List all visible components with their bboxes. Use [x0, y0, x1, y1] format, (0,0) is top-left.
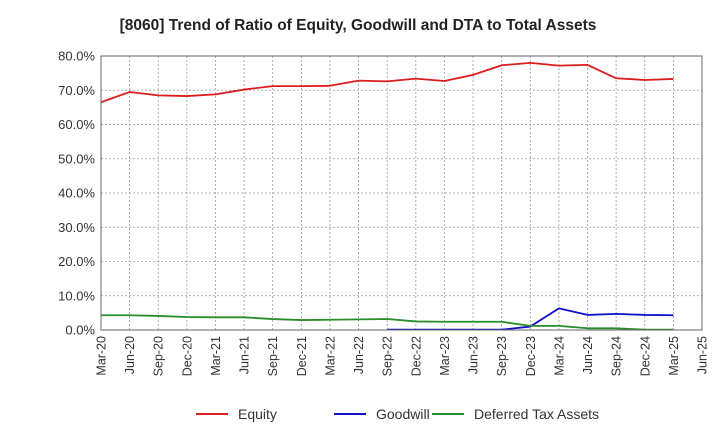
chart-title: [8060] Trend of Ratio of Equity, Goodwil… [120, 17, 597, 34]
x-tick-label: Mar-24 [552, 336, 566, 376]
y-tick-label: 30.0% [58, 220, 95, 235]
legend-label-2: Deferred Tax Assets [474, 406, 599, 422]
x-tick-label: Sep-23 [495, 336, 509, 376]
x-tick-label: Mar-21 [209, 336, 223, 376]
legend: Equity Goodwill Deferred Tax Assets [196, 406, 599, 422]
legend-label-1: Goodwill [376, 406, 430, 422]
x-tick-label: Jun-21 [238, 336, 252, 374]
y-tick-label: 80.0% [58, 49, 95, 64]
x-tick-label: Mar-23 [438, 336, 452, 376]
x-tick-label: Dec-21 [295, 336, 309, 376]
x-tick-label: Jun-24 [581, 336, 595, 374]
x-tick-label: Dec-23 [524, 336, 538, 376]
x-tick-label: Jun-23 [467, 336, 481, 374]
series-line-0 [100, 61, 674, 104]
gridlines [101, 56, 702, 330]
x-axis-tick-labels: Mar-20 Jun-20 Sep-20 Dec-20 Mar-21 Jun-21 Sep-… [95, 336, 710, 376]
y-tick-label: 10.0% [58, 288, 95, 303]
y-tick-label: 20.0% [58, 254, 95, 269]
x-tick-label: Dec-24 [638, 336, 652, 376]
legend-label-0: Equity [238, 406, 277, 422]
x-tick-label: Mar-25 [667, 336, 681, 376]
x-tick-label: Sep-20 [152, 336, 166, 376]
series-line-2 [101, 314, 674, 331]
plot-area-frame [100, 55, 703, 331]
x-tick-label: Jun-22 [352, 336, 366, 374]
y-tick-label: 0.0% [65, 323, 95, 338]
x-tick-label: Sep-24 [610, 336, 624, 376]
x-tick-label: Mar-22 [323, 336, 337, 376]
x-tick-label: Dec-22 [409, 336, 423, 376]
x-tick-label: Mar-20 [95, 336, 109, 376]
x-tick-label: Sep-22 [381, 336, 395, 376]
y-axis-tick-labels: 0.0% 10.0% 20.0% 30.0% 40.0% 50.0% 60.0% 70.0% 8… [58, 49, 95, 338]
x-tick-label: Sep-21 [266, 336, 280, 376]
x-tick-label: Jun-20 [123, 336, 137, 374]
y-tick-label: 60.0% [58, 117, 95, 132]
x-tick-label: Dec-20 [180, 336, 194, 376]
y-tick-label: 70.0% [58, 83, 95, 98]
y-tick-label: 40.0% [58, 186, 95, 201]
x-tick-label: Jun-25 [696, 336, 710, 374]
y-tick-label: 50.0% [58, 151, 95, 166]
